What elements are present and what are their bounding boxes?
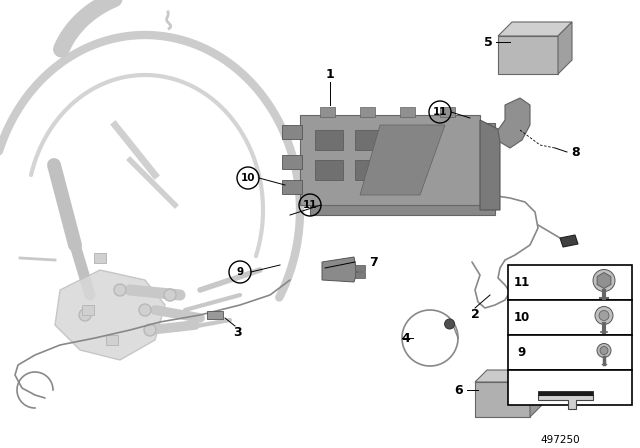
Text: 3: 3 <box>234 327 243 340</box>
Polygon shape <box>597 272 611 289</box>
Circle shape <box>114 284 126 296</box>
Text: 11: 11 <box>514 276 530 289</box>
FancyBboxPatch shape <box>207 311 223 319</box>
Polygon shape <box>498 98 530 148</box>
Text: 497250: 497250 <box>540 435 580 445</box>
FancyBboxPatch shape <box>310 123 495 215</box>
Polygon shape <box>538 395 593 409</box>
Polygon shape <box>498 22 572 36</box>
FancyBboxPatch shape <box>300 115 480 205</box>
Polygon shape <box>538 391 593 395</box>
FancyBboxPatch shape <box>508 300 632 335</box>
Text: 11: 11 <box>433 107 447 117</box>
Circle shape <box>599 310 609 320</box>
Circle shape <box>593 270 615 292</box>
FancyBboxPatch shape <box>355 160 383 180</box>
FancyBboxPatch shape <box>82 305 94 315</box>
Polygon shape <box>480 120 500 210</box>
Text: 11: 11 <box>303 200 317 210</box>
Text: 10: 10 <box>514 311 530 324</box>
Polygon shape <box>322 257 357 282</box>
Circle shape <box>445 319 454 329</box>
FancyBboxPatch shape <box>498 36 558 74</box>
Text: 2: 2 <box>470 309 479 322</box>
Polygon shape <box>360 125 445 195</box>
FancyBboxPatch shape <box>282 155 302 169</box>
FancyBboxPatch shape <box>355 265 365 271</box>
Circle shape <box>144 324 156 336</box>
Circle shape <box>597 344 611 358</box>
Circle shape <box>79 309 91 321</box>
FancyBboxPatch shape <box>94 253 106 263</box>
FancyBboxPatch shape <box>282 180 302 194</box>
FancyBboxPatch shape <box>282 125 302 139</box>
Polygon shape <box>55 270 165 360</box>
Text: 9: 9 <box>236 267 244 277</box>
FancyBboxPatch shape <box>106 335 118 345</box>
FancyBboxPatch shape <box>315 130 343 150</box>
Polygon shape <box>475 370 542 382</box>
Polygon shape <box>530 370 542 417</box>
Polygon shape <box>560 235 578 247</box>
Polygon shape <box>558 22 572 74</box>
Circle shape <box>164 289 176 301</box>
Circle shape <box>139 304 151 316</box>
FancyBboxPatch shape <box>315 160 343 180</box>
FancyBboxPatch shape <box>395 160 423 180</box>
Text: 8: 8 <box>572 146 580 159</box>
FancyBboxPatch shape <box>508 370 632 405</box>
Text: 7: 7 <box>369 255 378 268</box>
FancyBboxPatch shape <box>508 265 632 300</box>
FancyBboxPatch shape <box>355 130 383 150</box>
FancyBboxPatch shape <box>475 382 530 417</box>
FancyBboxPatch shape <box>360 107 375 117</box>
Text: 9: 9 <box>518 346 526 359</box>
FancyBboxPatch shape <box>440 107 455 117</box>
Text: 4: 4 <box>402 332 410 345</box>
FancyBboxPatch shape <box>320 107 335 117</box>
Circle shape <box>600 346 608 354</box>
FancyBboxPatch shape <box>400 107 415 117</box>
Text: 5: 5 <box>484 35 492 48</box>
FancyBboxPatch shape <box>355 272 365 278</box>
FancyBboxPatch shape <box>508 335 632 370</box>
Text: 1: 1 <box>326 69 334 82</box>
Text: 10: 10 <box>241 173 255 183</box>
Text: 6: 6 <box>454 383 463 396</box>
Circle shape <box>595 306 613 324</box>
FancyBboxPatch shape <box>395 130 423 150</box>
